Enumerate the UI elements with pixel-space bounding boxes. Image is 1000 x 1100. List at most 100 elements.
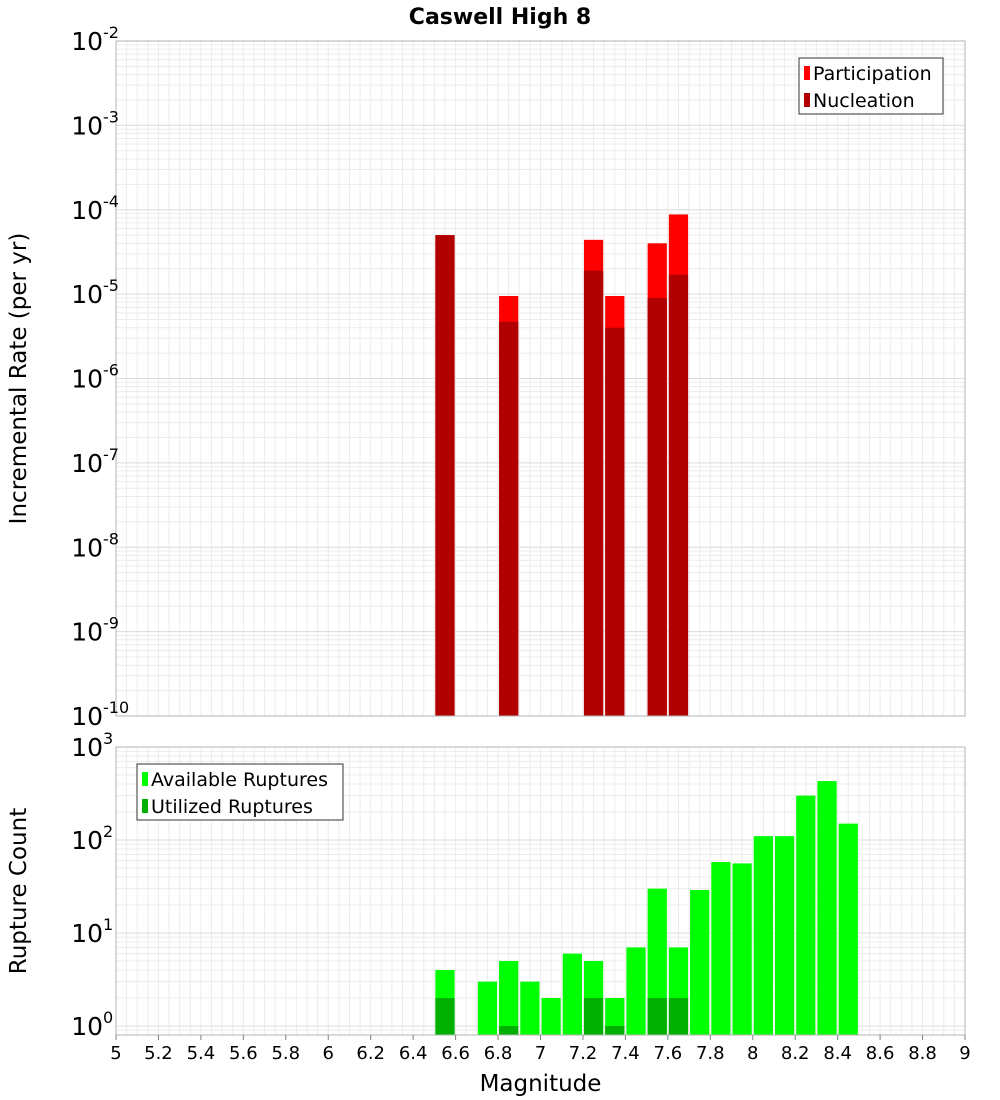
x-tick-label: 6.8 <box>484 1043 513 1064</box>
bar-available-ruptures <box>732 863 752 1035</box>
y-tick-exponent: -4 <box>103 192 119 211</box>
legend-box <box>798 57 944 115</box>
y-tick-label: 10 <box>71 449 103 478</box>
x-tick-label: 7.8 <box>696 1043 725 1064</box>
x-tick-label: 6.4 <box>399 1043 428 1064</box>
bar-nucleation <box>605 327 625 716</box>
y-tick-exponent: 0 <box>103 1008 113 1027</box>
x-tick-label: 5.8 <box>271 1043 300 1064</box>
legend-label-available-ruptures: Available Ruptures <box>151 769 328 791</box>
bar-available-ruptures <box>753 836 773 1035</box>
bar-available-ruptures <box>774 836 795 1035</box>
x-ticks: 5 5.2 5.4 5.6 5.8 6 6.2 6.4 6.6 6.8 7 7.2 7.4 7.6 7.8 8… <box>110 1035 971 1064</box>
y-tick-label: 10 <box>71 702 103 731</box>
top-y-axis-label: Incremental Rate (per yr) <box>6 233 32 525</box>
bottom-y-axis-label: Rupture Count <box>6 808 32 974</box>
x-tick-label: 7 <box>535 1043 546 1064</box>
bar-utilized-ruptures <box>647 997 667 1035</box>
bar-available-ruptures <box>796 795 816 1035</box>
legend-swatch-utilized-ruptures <box>142 799 148 813</box>
bar-available-ruptures <box>541 997 561 1035</box>
bar-available-ruptures <box>605 997 625 1035</box>
bar-utilized-ruptures <box>583 997 604 1035</box>
bottom-bars <box>115 746 966 1036</box>
x-tick-label: 6.2 <box>356 1043 385 1064</box>
legend-box <box>136 763 344 821</box>
y-tick-label: 10 <box>71 280 103 309</box>
y-tick-exponent: -9 <box>103 614 119 633</box>
bar-nucleation <box>583 270 604 716</box>
y-tick-label: 10 <box>71 27 103 56</box>
y-tick-exponent: 1 <box>103 915 113 934</box>
x-tick-label: 8.4 <box>823 1043 852 1064</box>
legend-swatch-available-ruptures <box>142 772 148 786</box>
x-tick-label: 5.4 <box>187 1043 216 1064</box>
top-legend: Participation Nucleation <box>798 57 944 115</box>
y-tick-exponent: -2 <box>103 23 119 42</box>
bar-utilized-ruptures <box>435 997 455 1035</box>
y-tick-label: 10 <box>71 1012 103 1041</box>
x-tick-label: 6 <box>323 1043 334 1064</box>
y-tick-label: 10 <box>71 533 103 562</box>
x-tick-label: 9 <box>959 1043 970 1064</box>
y-tick-exponent: -7 <box>103 445 119 464</box>
legend-swatch-nucleation <box>804 93 810 107</box>
bar-available-ruptures <box>817 781 837 1035</box>
legend-label-nucleation: Nucleation <box>813 90 915 112</box>
x-tick-label: 8.6 <box>866 1043 895 1064</box>
y-tick-exponent: 3 <box>103 729 113 748</box>
y-tick-exponent: -6 <box>103 361 119 380</box>
x-tick-label: 5.2 <box>144 1043 173 1064</box>
chart-title: Caswell High 8 <box>409 5 591 30</box>
y-tick-label: 10 <box>71 919 103 948</box>
y-tick-label: 10 <box>71 111 103 140</box>
y-tick-label: 10 <box>71 826 103 855</box>
bar-nucleation <box>668 274 689 716</box>
x-tick-label: 7.6 <box>654 1043 683 1064</box>
legend-swatch-participation <box>804 66 810 80</box>
x-axis-label: Magnitude <box>480 1071 602 1097</box>
bar-available-ruptures <box>838 823 858 1035</box>
bar-nucleation <box>647 297 667 716</box>
y-tick-exponent: -5 <box>103 276 119 295</box>
legend-label-participation: Participation <box>813 63 932 85</box>
y-tick-label: 10 <box>71 196 103 225</box>
bottom-legend: Available Ruptures Utilized Ruptures <box>136 763 344 821</box>
top-bars <box>115 40 966 717</box>
y-tick-exponent: -8 <box>103 529 119 548</box>
bar-available-ruptures <box>711 861 731 1035</box>
y-tick-exponent: -3 <box>103 107 119 126</box>
legend-label-utilized-ruptures: Utilized Ruptures <box>151 796 313 818</box>
x-tick-label: 8 <box>747 1043 758 1064</box>
bar-available-ruptures <box>562 953 582 1035</box>
bar-available-ruptures <box>520 981 540 1035</box>
bar-utilized-ruptures <box>605 1025 625 1035</box>
x-tick-label: 5 <box>110 1043 121 1064</box>
bar-utilized-ruptures <box>668 997 689 1035</box>
top-grid <box>115 41 966 717</box>
bar-available-ruptures <box>690 889 710 1035</box>
x-tick-label: 7.2 <box>569 1043 598 1064</box>
x-tick-label: 6.6 <box>441 1043 470 1064</box>
bar-utilized-ruptures <box>499 1025 519 1035</box>
bar-available-ruptures <box>626 947 646 1035</box>
x-tick-label: 8.8 <box>908 1043 937 1064</box>
bar-nucleation <box>499 321 519 716</box>
bar-available-ruptures <box>499 960 519 1035</box>
x-tick-label: 8.2 <box>781 1043 810 1064</box>
y-tick-exponent: 2 <box>103 822 113 841</box>
y-tick-label: 10 <box>71 618 103 647</box>
x-tick-label: 5.6 <box>229 1043 258 1064</box>
y-tick-exponent: -10 <box>103 698 129 717</box>
x-tick-label: 7.4 <box>611 1043 640 1064</box>
bar-available-ruptures <box>477 981 498 1035</box>
bar-nucleation <box>435 235 455 716</box>
y-tick-label: 10 <box>71 733 103 762</box>
plot-border <box>115 40 966 717</box>
y-tick-label: 10 <box>71 365 103 394</box>
